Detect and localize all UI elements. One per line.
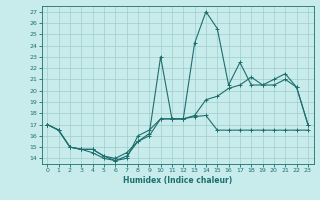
X-axis label: Humidex (Indice chaleur): Humidex (Indice chaleur): [123, 176, 232, 185]
